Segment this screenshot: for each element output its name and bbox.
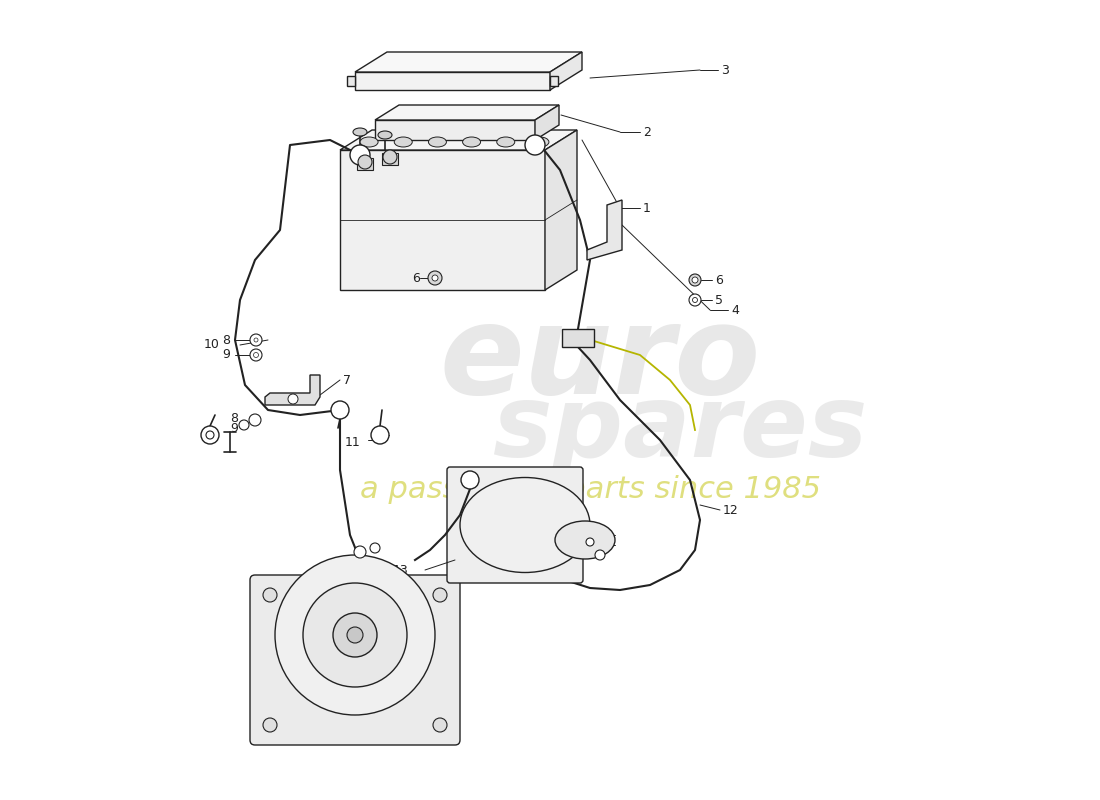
Ellipse shape	[556, 521, 615, 559]
Ellipse shape	[428, 137, 447, 147]
Polygon shape	[358, 158, 373, 170]
Polygon shape	[355, 52, 582, 72]
Ellipse shape	[394, 137, 412, 147]
Circle shape	[331, 401, 349, 419]
Circle shape	[354, 546, 366, 558]
Circle shape	[370, 543, 379, 553]
Circle shape	[432, 275, 438, 281]
Polygon shape	[375, 105, 559, 120]
Ellipse shape	[463, 137, 481, 147]
Text: 6: 6	[715, 274, 723, 286]
Circle shape	[254, 338, 258, 342]
Circle shape	[371, 426, 389, 444]
Polygon shape	[562, 329, 594, 347]
Circle shape	[433, 718, 447, 732]
Text: euro: euro	[439, 299, 760, 421]
Circle shape	[461, 471, 478, 489]
Circle shape	[250, 349, 262, 361]
Ellipse shape	[497, 137, 515, 147]
Ellipse shape	[460, 478, 590, 573]
Text: 9: 9	[230, 422, 238, 434]
Circle shape	[249, 414, 261, 426]
Circle shape	[692, 277, 698, 283]
Circle shape	[239, 420, 249, 430]
Circle shape	[201, 426, 219, 444]
Circle shape	[525, 135, 544, 155]
Circle shape	[586, 538, 594, 546]
Polygon shape	[550, 52, 582, 90]
Circle shape	[302, 583, 407, 687]
Circle shape	[206, 431, 214, 439]
Circle shape	[263, 718, 277, 732]
Text: 12: 12	[723, 503, 739, 517]
Text: ×: ×	[460, 107, 470, 117]
Circle shape	[428, 271, 442, 285]
Text: 13: 13	[393, 563, 408, 577]
Text: 6: 6	[412, 271, 420, 285]
Polygon shape	[535, 105, 559, 140]
Ellipse shape	[378, 131, 392, 139]
Circle shape	[595, 550, 605, 560]
Text: 5: 5	[715, 294, 723, 306]
Polygon shape	[382, 153, 398, 165]
Polygon shape	[550, 76, 558, 86]
Ellipse shape	[353, 128, 367, 136]
Text: 8: 8	[222, 334, 230, 346]
Text: 11: 11	[344, 435, 360, 449]
Circle shape	[383, 150, 397, 164]
Circle shape	[689, 274, 701, 286]
Text: 1: 1	[644, 202, 651, 214]
Polygon shape	[355, 72, 550, 90]
Circle shape	[350, 145, 370, 165]
Text: 4: 4	[732, 303, 739, 317]
Ellipse shape	[360, 137, 378, 147]
Text: 3: 3	[720, 63, 729, 77]
FancyBboxPatch shape	[447, 467, 583, 583]
Circle shape	[288, 394, 298, 404]
Circle shape	[358, 155, 372, 169]
Ellipse shape	[531, 137, 549, 147]
Text: 7: 7	[343, 374, 351, 386]
Circle shape	[250, 334, 262, 346]
Polygon shape	[587, 200, 621, 260]
Text: 9: 9	[222, 349, 230, 362]
Circle shape	[333, 613, 377, 657]
Polygon shape	[346, 76, 355, 86]
Circle shape	[275, 555, 434, 715]
Polygon shape	[340, 130, 578, 150]
Polygon shape	[340, 150, 544, 290]
Polygon shape	[265, 375, 320, 405]
Circle shape	[253, 353, 258, 358]
Text: a passion for parts since 1985: a passion for parts since 1985	[360, 475, 821, 505]
Polygon shape	[544, 130, 578, 290]
Circle shape	[346, 627, 363, 643]
Text: spares: spares	[493, 382, 868, 478]
FancyBboxPatch shape	[250, 575, 460, 745]
Text: 10: 10	[205, 338, 220, 351]
Circle shape	[693, 298, 697, 302]
Text: 2: 2	[644, 126, 651, 138]
Polygon shape	[375, 120, 535, 140]
Text: 8: 8	[230, 411, 238, 425]
Circle shape	[263, 588, 277, 602]
Circle shape	[433, 588, 447, 602]
Circle shape	[689, 294, 701, 306]
